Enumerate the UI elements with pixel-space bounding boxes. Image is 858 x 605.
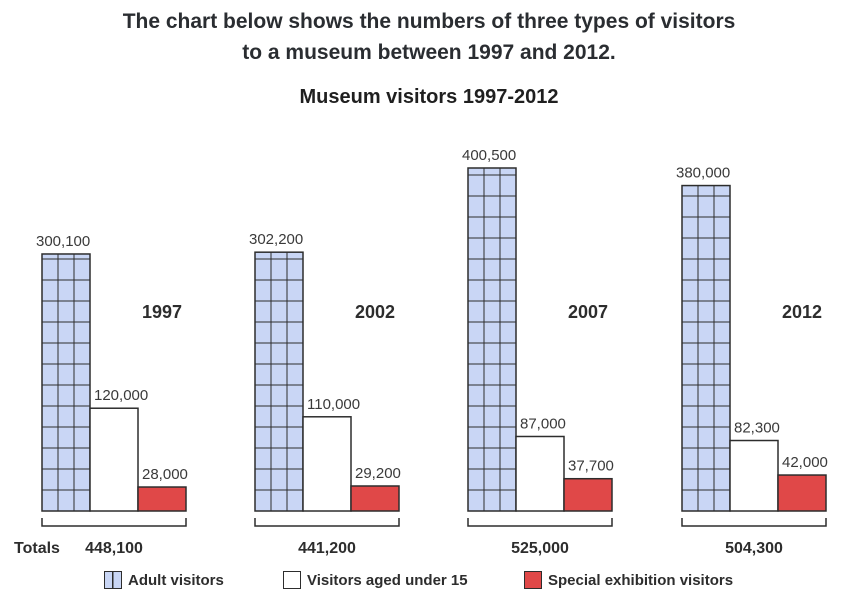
- chart-title: Museum visitors 1997-2012: [299, 86, 559, 108]
- total-value-2007: 525,000: [511, 540, 569, 557]
- museum-visitors-chart: 300,100 120,000 28,000 1997 448,100 302,200 11…: [14, 147, 828, 557]
- value-label-special-2002: 29,200: [355, 465, 401, 482]
- legend-label-under-15: Visitors aged under 15: [307, 571, 468, 589]
- value-label-adult-2012: 380,000: [676, 165, 730, 182]
- value-label-under-15-2007: 87,000: [520, 415, 566, 432]
- total-value-2012: 504,300: [725, 540, 783, 557]
- value-label-special-1997: 28,000: [142, 466, 188, 483]
- bar-under-15-2007: [515, 435, 565, 512]
- legend-swatch-adult: [104, 571, 122, 589]
- legend-label-special: Special exhibition visitors: [548, 571, 734, 589]
- bar-special-2012: [777, 474, 827, 512]
- year-label-2012: 2012: [782, 302, 822, 322]
- totals-bracket-2002: [254, 518, 400, 527]
- year-label-1997: 1997: [142, 302, 182, 322]
- value-label-under-15-2002: 110,000: [307, 396, 360, 413]
- legend-item-special: Special exhibition visitors: [524, 571, 733, 589]
- bar-special-2002: [350, 485, 400, 512]
- chart-legend: Adult visitors Visitors aged under 15 Sp…: [0, 571, 858, 595]
- value-label-special-2012: 42,000: [782, 454, 828, 471]
- bar-adult-2007: [467, 167, 517, 512]
- chart-heading: The chart below shows the numbers of thr…: [0, 6, 858, 68]
- year-label-2007: 2007: [568, 302, 608, 322]
- bar-special-1997: [137, 486, 187, 512]
- legend-item-under-15: Visitors aged under 15: [283, 571, 468, 589]
- value-label-adult-2002: 302,200: [249, 231, 303, 248]
- value-label-under-15-1997: 120,000: [94, 387, 148, 404]
- heading-line-1: The chart below shows the numbers of thr…: [122, 10, 736, 33]
- totals-label: Totals: [14, 540, 60, 557]
- bar-under-15-2002: [302, 416, 352, 512]
- legend-swatch-special: [524, 571, 542, 589]
- bar-special-2007: [563, 477, 613, 512]
- legend-swatch-under-15: [283, 571, 301, 589]
- heading-line-2: to a museum between 1997 and 2012.: [242, 41, 616, 64]
- totals-bracket-2007: [467, 518, 613, 527]
- value-label-under-15-2012: 82,300: [734, 420, 780, 437]
- bar-under-15-2012: [729, 439, 779, 512]
- bar-adult-2002: [254, 251, 304, 512]
- total-value-1997: 448,100: [85, 540, 143, 557]
- bar-adult-2012: [681, 184, 731, 512]
- legend-label-adult: Adult visitors: [128, 571, 224, 589]
- value-label-special-2007: 37,700: [568, 458, 614, 475]
- value-label-adult-1997: 300,100: [36, 233, 90, 250]
- totals-bracket-2012: [681, 518, 827, 527]
- legend-item-adult: Adult visitors: [104, 571, 224, 589]
- bar-under-15-1997: [89, 407, 139, 512]
- bar-adult-1997: [41, 253, 91, 512]
- total-value-2002: 441,200: [298, 540, 356, 557]
- totals-bracket-1997: [41, 518, 187, 527]
- value-label-adult-2007: 400,500: [462, 147, 516, 164]
- year-label-2002: 2002: [355, 302, 395, 322]
